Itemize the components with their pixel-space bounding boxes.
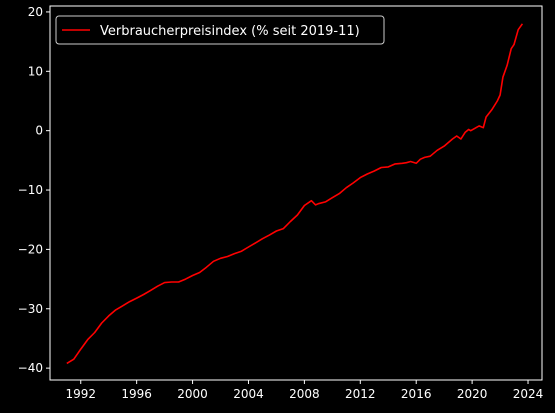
x-tick-label: 2020	[457, 387, 488, 401]
legend: Verbraucherpreisindex (% seit 2019-11)	[55, 15, 385, 45]
axes: 1992 1996 2000 2004 2008 2012 2016 2020 2024 −40 −…	[18, 5, 544, 401]
y-tick-label: −40	[18, 361, 43, 375]
x-tick-label: 2004	[233, 387, 264, 401]
x-tick-label: 2012	[345, 387, 376, 401]
x-tick-label: 1992	[65, 387, 96, 401]
y-tick-label: 20	[28, 5, 43, 19]
x-tick-label: 2024	[513, 387, 544, 401]
x-tick-label: 2016	[401, 387, 432, 401]
x-tick-label: 2000	[177, 387, 208, 401]
legend-box	[55, 15, 385, 45]
y-tick-label: −10	[18, 183, 43, 197]
y-tick-label: −30	[18, 302, 43, 316]
series-layer	[66, 23, 524, 365]
series-line	[66, 23, 524, 365]
y-tick-label: 0	[35, 124, 43, 138]
x-tick-label: 2008	[289, 387, 320, 401]
y-tick-label: −20	[18, 242, 43, 256]
plot-frame	[49, 5, 543, 381]
y-tick-label: 10	[28, 64, 43, 78]
x-tick-label: 1996	[121, 387, 152, 401]
legend-label: Verbraucherpreisindex (% seit 2019-11)	[100, 24, 360, 39]
